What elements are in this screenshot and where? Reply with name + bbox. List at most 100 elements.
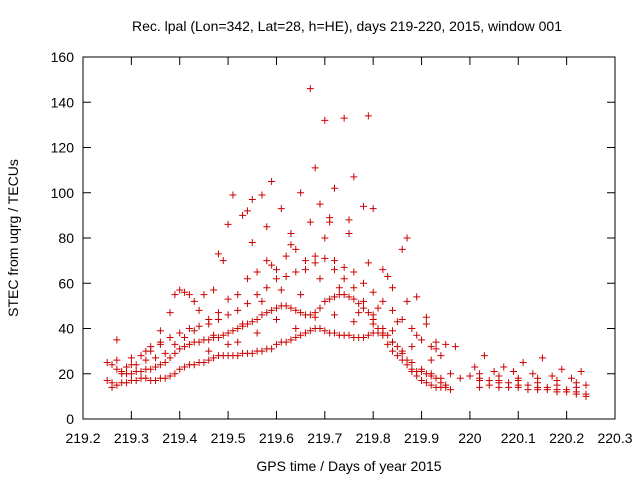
data-point: [142, 347, 150, 355]
x-tick-label: 220.3: [597, 430, 632, 446]
data-point: [330, 311, 338, 319]
data-point: [234, 306, 242, 314]
data-points: [103, 85, 590, 400]
data-point: [350, 295, 358, 303]
data-point: [147, 365, 155, 373]
data-point: [369, 320, 377, 328]
data-point: [171, 340, 179, 348]
data-point: [427, 381, 435, 389]
y-tick-label: 160: [51, 49, 75, 65]
data-point: [413, 331, 421, 339]
data-point: [127, 370, 135, 378]
data-point: [330, 266, 338, 274]
data-point: [248, 239, 256, 247]
data-point: [243, 275, 251, 283]
data-point: [258, 191, 266, 199]
data-point: [123, 379, 131, 387]
y-axis-label: STEC from uqrg / TECUs: [5, 159, 21, 317]
data-point: [272, 275, 280, 283]
data-point: [422, 320, 430, 328]
data-point: [543, 383, 551, 391]
data-point: [243, 300, 251, 308]
data-point: [181, 334, 189, 342]
data-point: [224, 295, 232, 303]
data-point: [389, 338, 397, 346]
data-point: [234, 338, 242, 346]
data-point: [364, 331, 372, 339]
data-point: [234, 352, 242, 360]
data-point: [108, 383, 116, 391]
data-point: [287, 241, 295, 249]
data-point: [350, 284, 358, 292]
data-point: [185, 325, 193, 332]
data-point: [442, 340, 450, 348]
data-point: [427, 343, 435, 351]
y-tick-label: 40: [58, 321, 74, 337]
data-point: [340, 291, 348, 299]
data-point: [248, 349, 256, 357]
data-point: [316, 200, 324, 208]
data-point: [224, 329, 232, 337]
data-point: [311, 252, 319, 260]
data-point: [113, 365, 121, 373]
data-point: [272, 340, 280, 348]
data-point: [558, 365, 566, 373]
data-point: [490, 367, 498, 375]
data-point: [369, 311, 377, 319]
data-point: [350, 173, 358, 181]
data-point: [563, 386, 571, 394]
x-tick-label: 219.3: [114, 430, 149, 446]
data-point: [389, 284, 397, 292]
data-point: [364, 259, 372, 267]
data-point: [268, 177, 276, 185]
data-point: [427, 370, 435, 378]
data-point: [408, 358, 416, 366]
data-point: [306, 327, 314, 335]
data-point: [142, 356, 150, 364]
data-point: [190, 297, 198, 305]
data-point: [292, 268, 300, 276]
data-point: [103, 358, 111, 366]
data-point: [379, 325, 387, 332]
data-point: [476, 370, 484, 378]
data-point: [379, 331, 387, 339]
data-point: [161, 374, 169, 382]
data-point: [253, 315, 261, 323]
data-point: [350, 268, 358, 276]
data-point: [205, 356, 213, 364]
data-point: [398, 356, 406, 364]
data-point: [301, 266, 309, 274]
data-point: [137, 367, 145, 375]
data-point: [214, 309, 222, 317]
data-point: [234, 325, 242, 332]
data-point: [326, 295, 334, 303]
x-tick-label: 219.2: [65, 430, 100, 446]
data-point: [181, 363, 189, 371]
data-point: [306, 311, 314, 319]
y-axis: 0 20 40 60 80 100 120 140 160: [51, 49, 615, 427]
data-point: [113, 381, 121, 389]
data-point: [292, 325, 300, 332]
data-point: [369, 288, 377, 296]
data-point: [306, 85, 314, 93]
data-point: [403, 361, 411, 369]
x-tick-label: 219.9: [404, 430, 439, 446]
data-point: [152, 363, 160, 371]
data-point: [243, 207, 251, 215]
x-tick-label: 220.2: [549, 430, 584, 446]
data-point: [360, 202, 368, 210]
data-point: [272, 315, 280, 323]
x-tick-label: 219.6: [259, 430, 294, 446]
data-point: [534, 374, 542, 382]
data-point: [229, 191, 237, 199]
x-tick-label: 219.8: [356, 430, 391, 446]
data-point: [538, 354, 546, 362]
chart-title: Rec. lpal (Lon=342, Lat=28, h=HE), days …: [132, 18, 562, 34]
data-point: [321, 254, 329, 262]
data-point: [176, 329, 184, 337]
data-point: [113, 356, 121, 364]
data-point: [176, 365, 184, 373]
data-point: [427, 356, 435, 364]
data-point: [306, 218, 314, 226]
x-axis: 219.2 219.3 219.4 219.5 219.6 219.7 219.8 219.9…: [65, 57, 633, 446]
